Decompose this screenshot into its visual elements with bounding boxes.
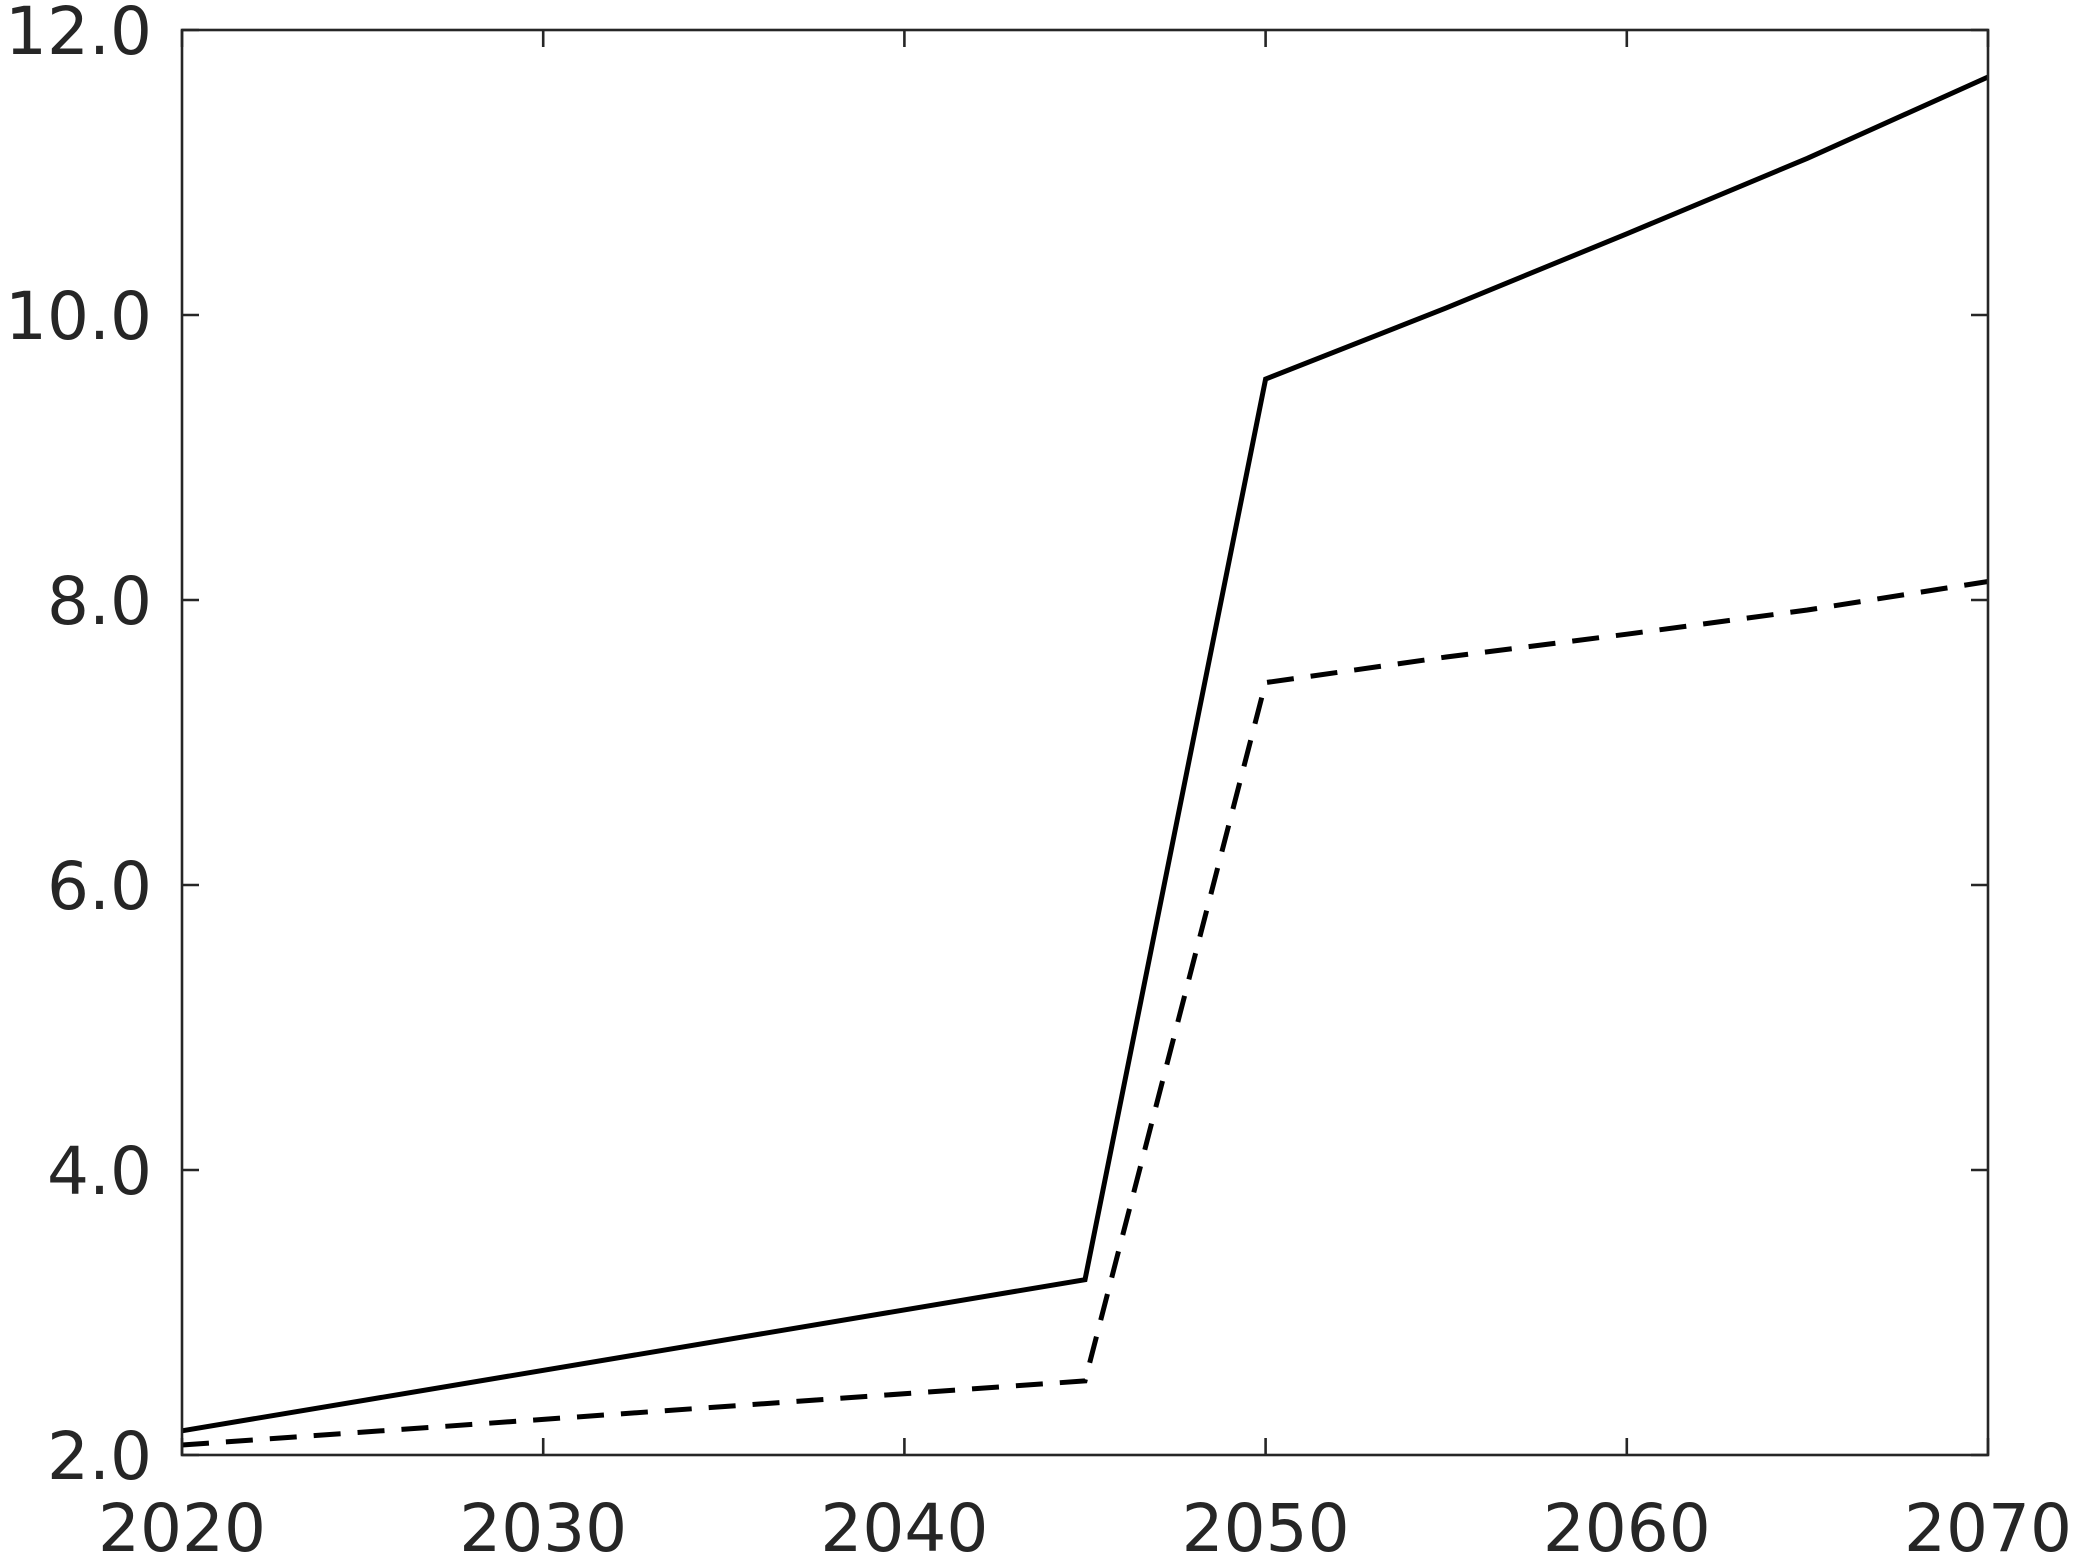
series-line-dashed <box>181 579 1989 1448</box>
x-tick-label: 2060 <box>1543 1490 1711 1554</box>
x-tick-label: 2050 <box>1182 1490 1350 1554</box>
x-tick-label: 2020 <box>98 1490 266 1554</box>
series-line-solid <box>181 74 1990 1434</box>
x-tick-label: 2040 <box>820 1490 988 1554</box>
x-tick-label: 2070 <box>1904 1490 2072 1554</box>
series-group <box>181 74 1990 1448</box>
y-tick-label: 6.0 <box>47 848 152 925</box>
y-tick-label: 10.0 <box>5 278 152 355</box>
y-tick-label: 4.0 <box>47 1133 152 1210</box>
x-tick-label: 2030 <box>459 1490 627 1554</box>
y-tick-label: 2.0 <box>47 1418 152 1495</box>
y-tick-label: 12.0 <box>5 0 152 70</box>
axis-ticks <box>180 28 1990 1457</box>
tick-labels: 2020 2030 2040 2050 2060 2070 2.0 4.0 6.0 8.0 10.0… <box>5 0 2072 1554</box>
y-tick-label: 8.0 <box>47 563 152 640</box>
plot-frame <box>180 28 1990 1457</box>
